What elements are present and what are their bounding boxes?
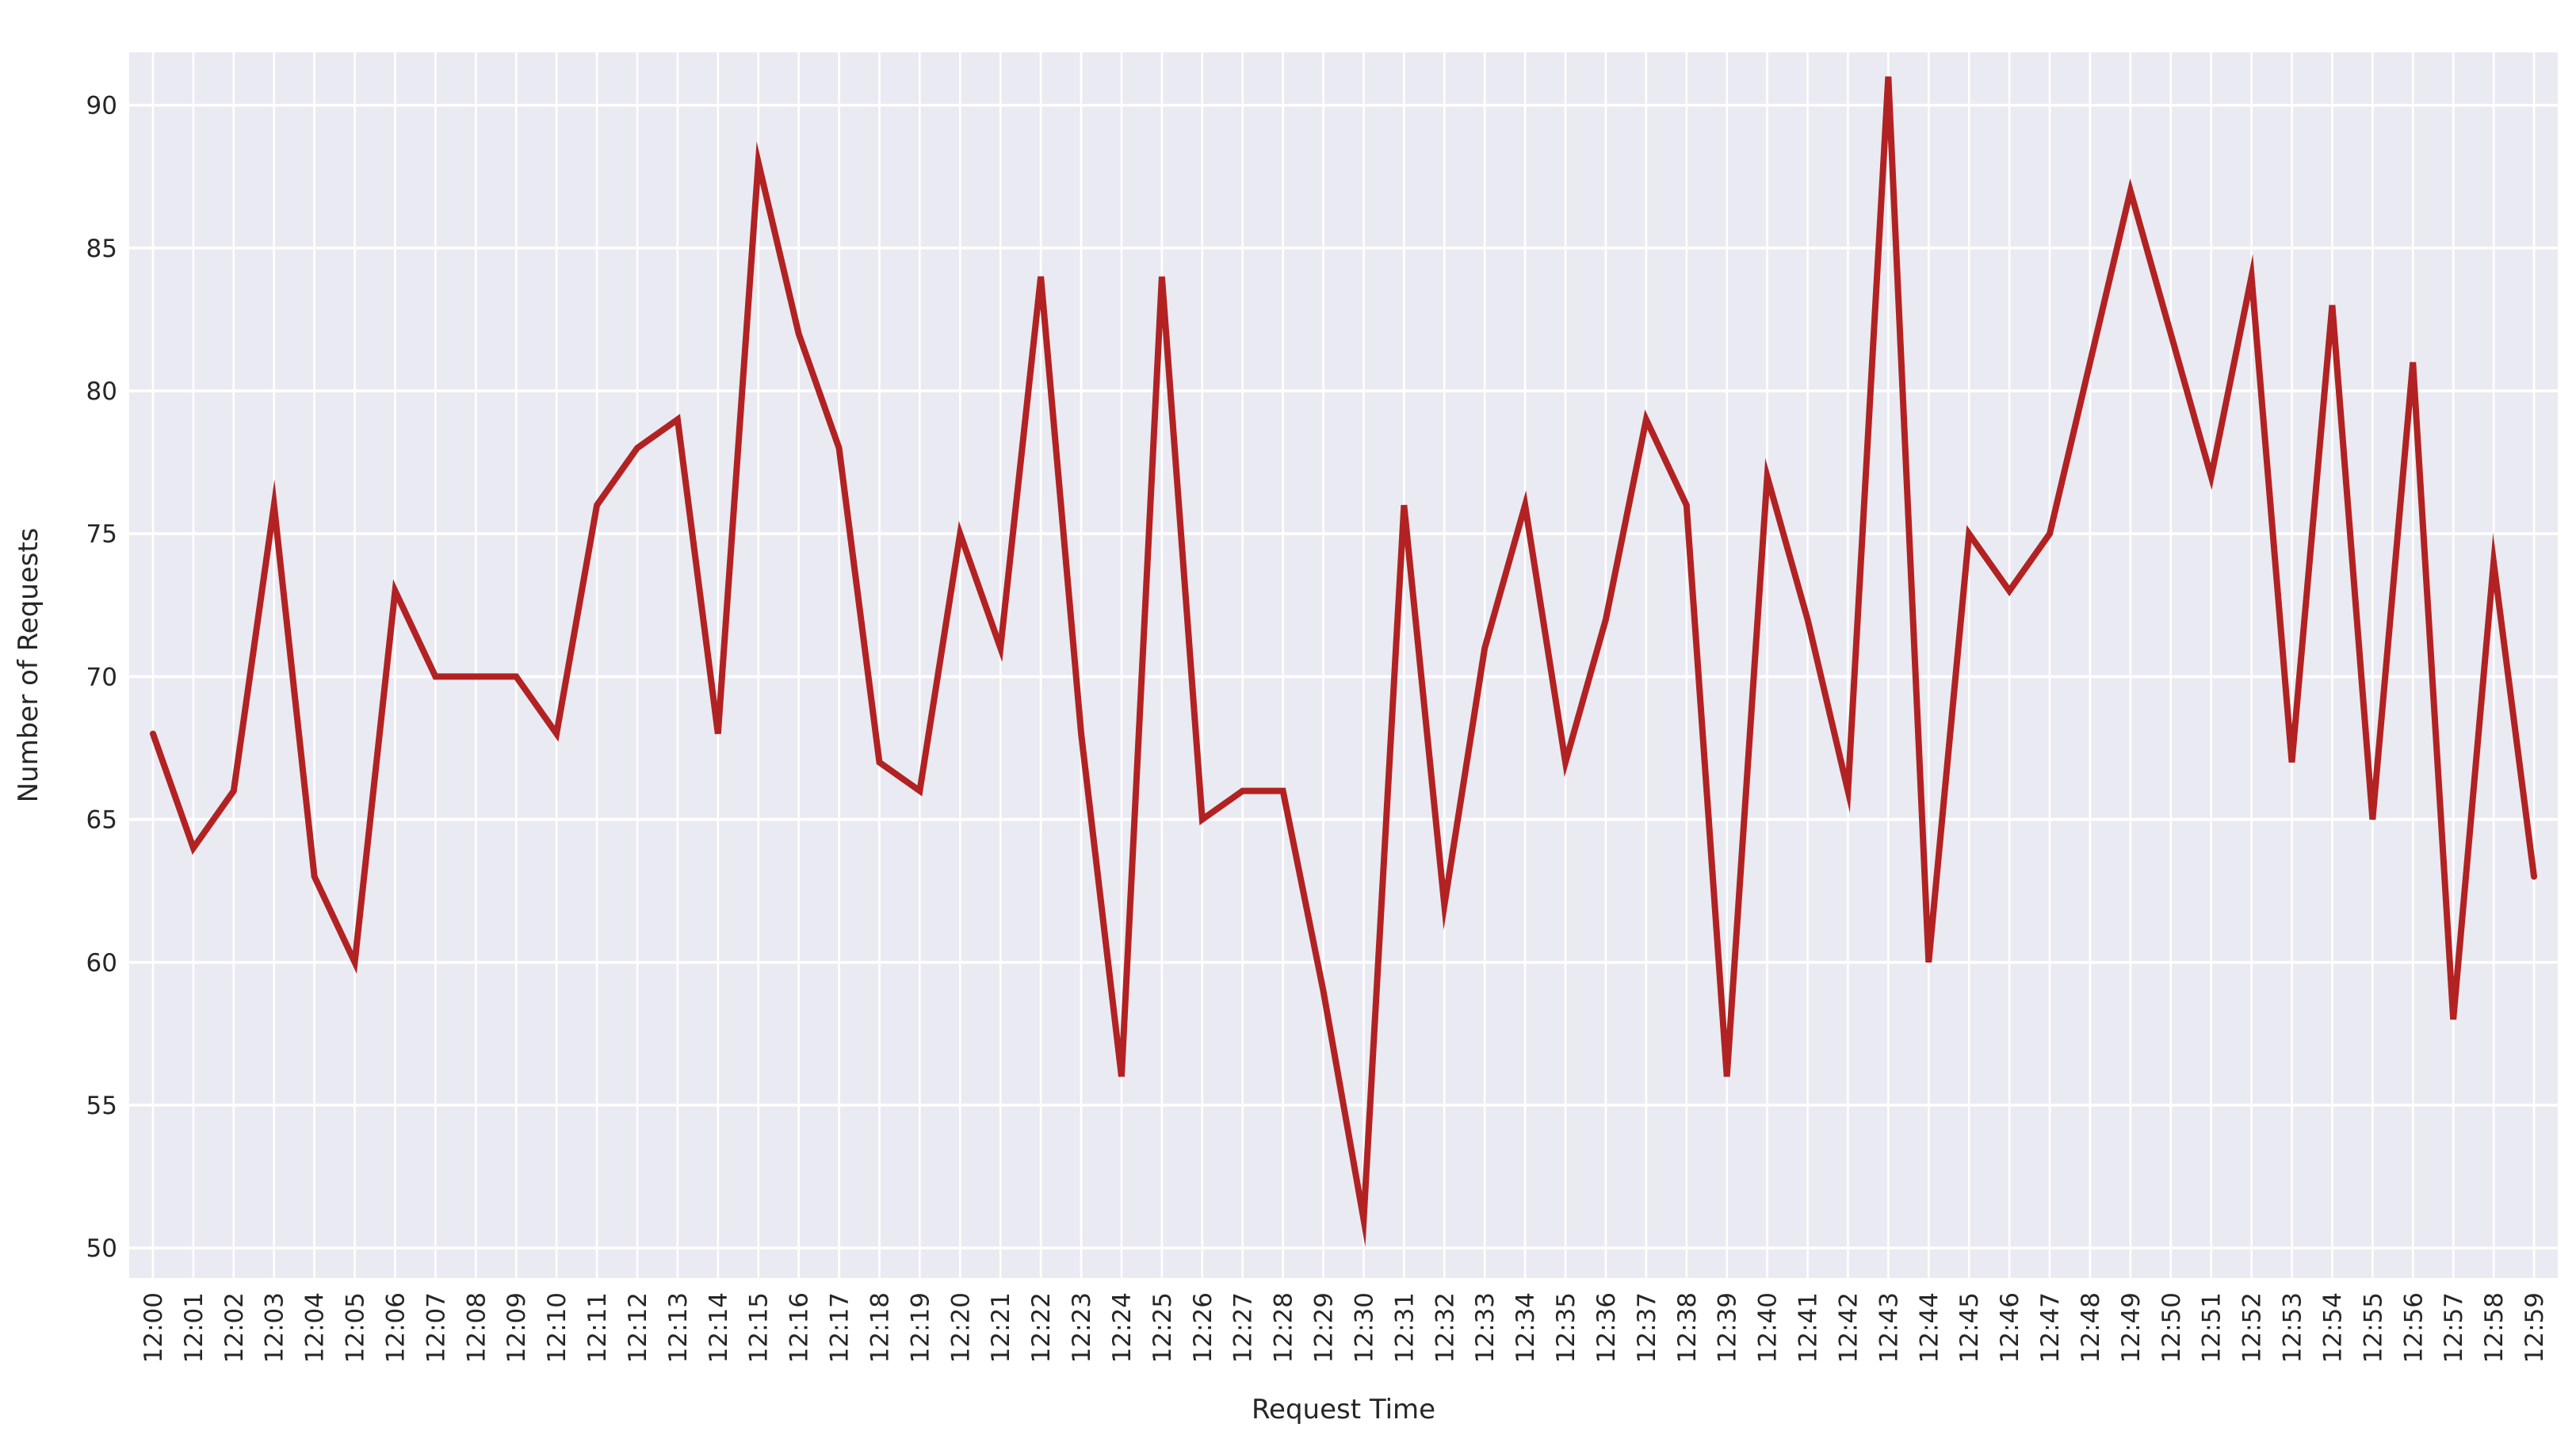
x-tick-label: 12:35 (1552, 1292, 1580, 1363)
x-tick-label: 12:02 (220, 1292, 249, 1363)
x-tick-label: 12:57 (2440, 1292, 2468, 1363)
x-tick-label: 12:23 (1068, 1292, 1096, 1363)
x-tick-label: 12:49 (2117, 1292, 2146, 1363)
plot-area (129, 52, 2558, 1278)
x-tick-label: 12:17 (826, 1292, 854, 1363)
x-tick-label: 12:39 (1714, 1292, 1742, 1363)
x-tick-label: 12:24 (1108, 1292, 1137, 1363)
x-tick-label: 12:22 (1027, 1292, 1056, 1363)
x-tick-label: 12:38 (1673, 1292, 1702, 1363)
x-tick-label: 12:56 (2399, 1292, 2428, 1363)
x-tick-label: 12:37 (1633, 1292, 1661, 1363)
x-tick-label: 12:21 (987, 1292, 1015, 1363)
x-tick-label: 12:58 (2480, 1292, 2509, 1363)
x-tick-label: 12:25 (1148, 1292, 1177, 1363)
y-tick-label: 65 (86, 806, 117, 835)
x-axis-title: Request Time (1251, 1394, 1436, 1425)
x-tick-label: 12:53 (2279, 1292, 2307, 1363)
y-tick-label: 80 (86, 377, 117, 406)
x-tick-label: 12:16 (785, 1292, 814, 1363)
x-tick-label: 12:10 (543, 1292, 571, 1363)
x-tick-label: 12:59 (2521, 1292, 2549, 1363)
x-tick-label: 12:03 (261, 1292, 289, 1363)
x-tick-label: 12:15 (745, 1292, 774, 1363)
x-tick-label: 12:40 (1754, 1292, 1783, 1363)
x-tick-label: 12:47 (2036, 1292, 2065, 1363)
y-tick-label: 70 (86, 663, 117, 691)
x-tick-label: 12:52 (2238, 1292, 2267, 1363)
x-tick-label: 12:18 (866, 1292, 894, 1363)
x-tick-label: 12:20 (946, 1292, 975, 1363)
x-tick-label: 12:36 (1592, 1292, 1621, 1363)
x-tick-label: 12:33 (1471, 1292, 1500, 1363)
x-tick-label: 12:43 (1875, 1292, 1903, 1363)
x-tick-label: 12:09 (503, 1292, 531, 1363)
x-tick-label: 12:30 (1350, 1292, 1378, 1363)
y-tick-label: 90 (86, 92, 117, 121)
x-tick-label: 12:19 (906, 1292, 934, 1363)
x-tick-label: 12:04 (301, 1292, 330, 1363)
x-tick-label: 12:11 (583, 1292, 612, 1363)
x-tick-label: 12:12 (624, 1292, 652, 1363)
x-tick-label: 12:46 (1996, 1292, 2024, 1363)
x-tick-label: 12:32 (1431, 1292, 1459, 1363)
x-tick-label: 12:26 (1189, 1292, 1217, 1363)
x-tick-label: 12:34 (1512, 1292, 1540, 1363)
x-tick-label: 12:14 (705, 1292, 733, 1363)
x-tick-label: 12:05 (342, 1292, 370, 1363)
y-tick-label: 75 (86, 520, 117, 549)
x-tick-label: 12:27 (1229, 1292, 1258, 1363)
x-tick-label: 12:29 (1310, 1292, 1339, 1363)
y-tick-label: 55 (86, 1092, 117, 1120)
y-tick-label: 50 (86, 1234, 117, 1263)
x-tick-label: 12:00 (140, 1292, 168, 1363)
y-axis-title: Number of Requests (13, 527, 44, 803)
x-tick-label: 12:55 (2359, 1292, 2387, 1363)
x-tick-label: 12:13 (664, 1292, 693, 1363)
x-tick-label: 12:07 (422, 1292, 450, 1363)
x-tick-label: 12:31 (1390, 1292, 1419, 1363)
x-tick-label: 12:08 (462, 1292, 491, 1363)
x-tick-label: 12:06 (381, 1292, 410, 1363)
x-tick-label: 12:50 (2157, 1292, 2186, 1363)
requests-line-series (150, 76, 2537, 1247)
x-tick-label: 12:44 (1915, 1292, 1943, 1363)
x-tick-label: 12:51 (2198, 1292, 2226, 1363)
x-tick-label: 12:48 (2077, 1292, 2105, 1363)
x-tick-label: 12:54 (2318, 1292, 2347, 1363)
x-tick-label: 12:01 (180, 1292, 208, 1363)
x-tick-label: 12:41 (1794, 1292, 1823, 1363)
x-tick-label: 12:28 (1270, 1292, 1298, 1363)
y-tick-label: 60 (86, 949, 117, 978)
x-tick-label: 12:42 (1834, 1292, 1863, 1363)
x-tick-label: 12:45 (1955, 1292, 1984, 1363)
y-tick-label: 85 (86, 235, 117, 263)
